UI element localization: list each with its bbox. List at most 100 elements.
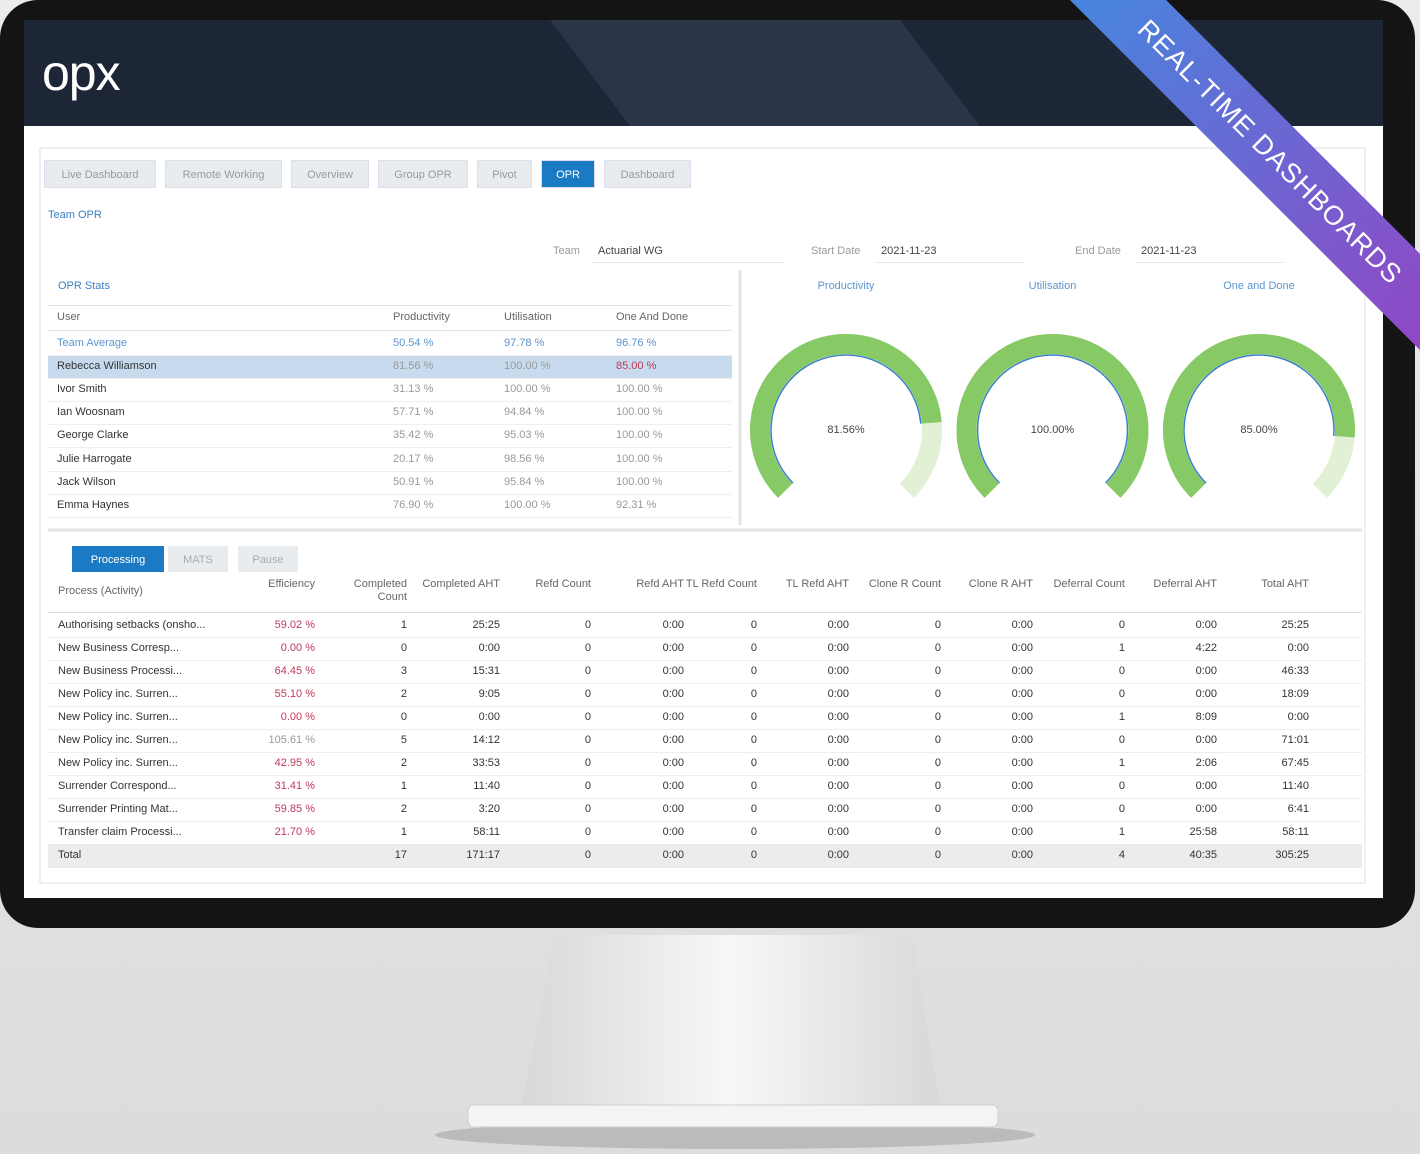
table-cell: 55.10 % — [274, 688, 315, 700]
table-cell: 1 — [1118, 711, 1125, 723]
table-cell: 0 — [934, 642, 941, 654]
table-cell: 0:00 — [662, 734, 684, 746]
filter-label: Team — [553, 245, 580, 257]
table-cell: 59.02 % — [274, 619, 315, 631]
table-cell: 171:17 — [466, 849, 500, 861]
total-row — [48, 845, 1362, 868]
stats-cell: 20.17 % — [393, 452, 434, 465]
table-cell: 0 — [1118, 780, 1125, 792]
table-cell: 0:00 — [827, 711, 849, 723]
process-row — [48, 615, 1362, 638]
table-cell: 0 — [934, 757, 941, 769]
table-cell: 0.00 % — [280, 711, 315, 723]
table-cell: 0:00 — [1287, 642, 1309, 654]
stats-row[interactable] — [48, 379, 732, 403]
table-cell: 0 — [750, 734, 757, 746]
stats-cell: 100.00 % — [504, 383, 551, 396]
table-cell: 42.95 % — [274, 757, 315, 769]
stats-cell: 100.00 % — [616, 383, 663, 396]
stats-row[interactable] — [48, 495, 732, 518]
stats-row[interactable] — [48, 333, 732, 356]
stats-row[interactable] — [48, 472, 732, 495]
table-cell: 0 — [400, 711, 407, 723]
stats-row[interactable] — [48, 402, 732, 426]
table-cell: 0 — [934, 849, 941, 861]
table-cell: 0 — [750, 849, 757, 861]
table-cell: 0 — [1118, 688, 1125, 700]
table-cell: 25:25 — [472, 619, 500, 631]
tab[interactable]: Remote Working — [165, 160, 282, 188]
stats-cell: 94.84 % — [504, 406, 545, 419]
gauge-title: Productivity — [817, 280, 875, 292]
header-stripe — [550, 20, 980, 126]
tab[interactable]: OPR — [541, 160, 595, 188]
table-cell: Surrender Printing Mat... — [58, 803, 178, 815]
table-cell: 0:00 — [1011, 688, 1033, 700]
table-cell: 0 — [934, 826, 941, 838]
card — [39, 147, 1366, 884]
stats-cell: Ian Woosnam — [57, 406, 125, 419]
table-cell: 0 — [1118, 665, 1125, 677]
table-cell: 46:33 — [1281, 665, 1309, 677]
tab[interactable]: Live Dashboard — [44, 160, 156, 188]
table-cell: 0:00 — [827, 780, 849, 792]
table-cell: 9:05 — [478, 688, 500, 700]
stats-cell: Emma Haynes — [57, 498, 130, 511]
table-cell: 0:00 — [827, 757, 849, 769]
stats-cell: 57.71 % — [393, 406, 434, 419]
stand-shadow — [435, 1121, 1035, 1149]
table-cell: 18:09 — [1281, 688, 1309, 700]
tab[interactable]: Group OPR — [378, 160, 468, 188]
column-header: TL Refd AHT — [785, 578, 849, 590]
gauge-needle-arc — [770, 354, 922, 484]
tab[interactable]: Dashboard — [604, 160, 691, 188]
filter-value: Actuarial WG — [598, 245, 663, 257]
column-header: Deferral Count — [1053, 578, 1125, 590]
table-cell: 0:00 — [1195, 780, 1217, 792]
tab[interactable]: Overview — [291, 160, 369, 188]
column-header: User — [57, 311, 81, 323]
gauge-fill — [1163, 334, 1355, 498]
tab[interactable]: Pivot — [477, 160, 532, 188]
table-cell: 0:00 — [827, 642, 849, 654]
table-cell: 2 — [400, 757, 407, 769]
table-cell: New Business Processi... — [58, 665, 183, 677]
stats-row[interactable] — [48, 356, 732, 380]
filter-input[interactable] — [875, 240, 1024, 263]
table-cell: 71:01 — [1281, 734, 1309, 746]
stats-cell: 85.00 % — [616, 360, 657, 373]
table-cell: 0 — [750, 803, 757, 815]
stats-cell: 100.00 % — [616, 406, 663, 419]
sub-tab[interactable]: Processing — [72, 546, 164, 572]
table-cell: 0:00 — [1011, 803, 1033, 815]
table-cell: 0 — [934, 734, 941, 746]
brand: opx — [42, 45, 121, 101]
stats-row[interactable] — [48, 425, 732, 449]
table-cell: 0:00 — [662, 711, 684, 723]
process-row — [48, 684, 1362, 707]
column-header: Total AHT — [1261, 578, 1309, 590]
table-cell: 67:45 — [1281, 757, 1309, 769]
stats-cell: Rebecca Williamson — [57, 360, 157, 373]
stats-row[interactable] — [48, 449, 732, 472]
table-cell: 14:12 — [472, 734, 500, 746]
table-cell: 0:00 — [1287, 711, 1309, 723]
table-cell: 0:00 — [662, 619, 684, 631]
filter-input[interactable] — [1135, 240, 1284, 263]
column-header: Efficiency — [268, 578, 315, 590]
table-cell: 0 — [934, 619, 941, 631]
table-cell: 0:00 — [1011, 619, 1033, 631]
stats-cell: George Clarke — [57, 429, 129, 442]
table-cell: 0:00 — [1195, 665, 1217, 677]
sub-tab[interactable]: Pause — [238, 546, 298, 572]
table-cell: 0:00 — [1011, 780, 1033, 792]
sub-tab[interactable]: MATS — [168, 546, 228, 572]
table-cell: 5 — [400, 734, 407, 746]
table-cell: 1 — [400, 619, 407, 631]
table-cell: 0:00 — [1195, 688, 1217, 700]
table-cell: 0:00 — [662, 849, 684, 861]
table-cell: 0 — [584, 688, 591, 700]
stats-cell: 50.54 % — [393, 337, 434, 349]
table-cell: 0 — [750, 642, 757, 654]
filter-input[interactable] — [592, 240, 784, 263]
